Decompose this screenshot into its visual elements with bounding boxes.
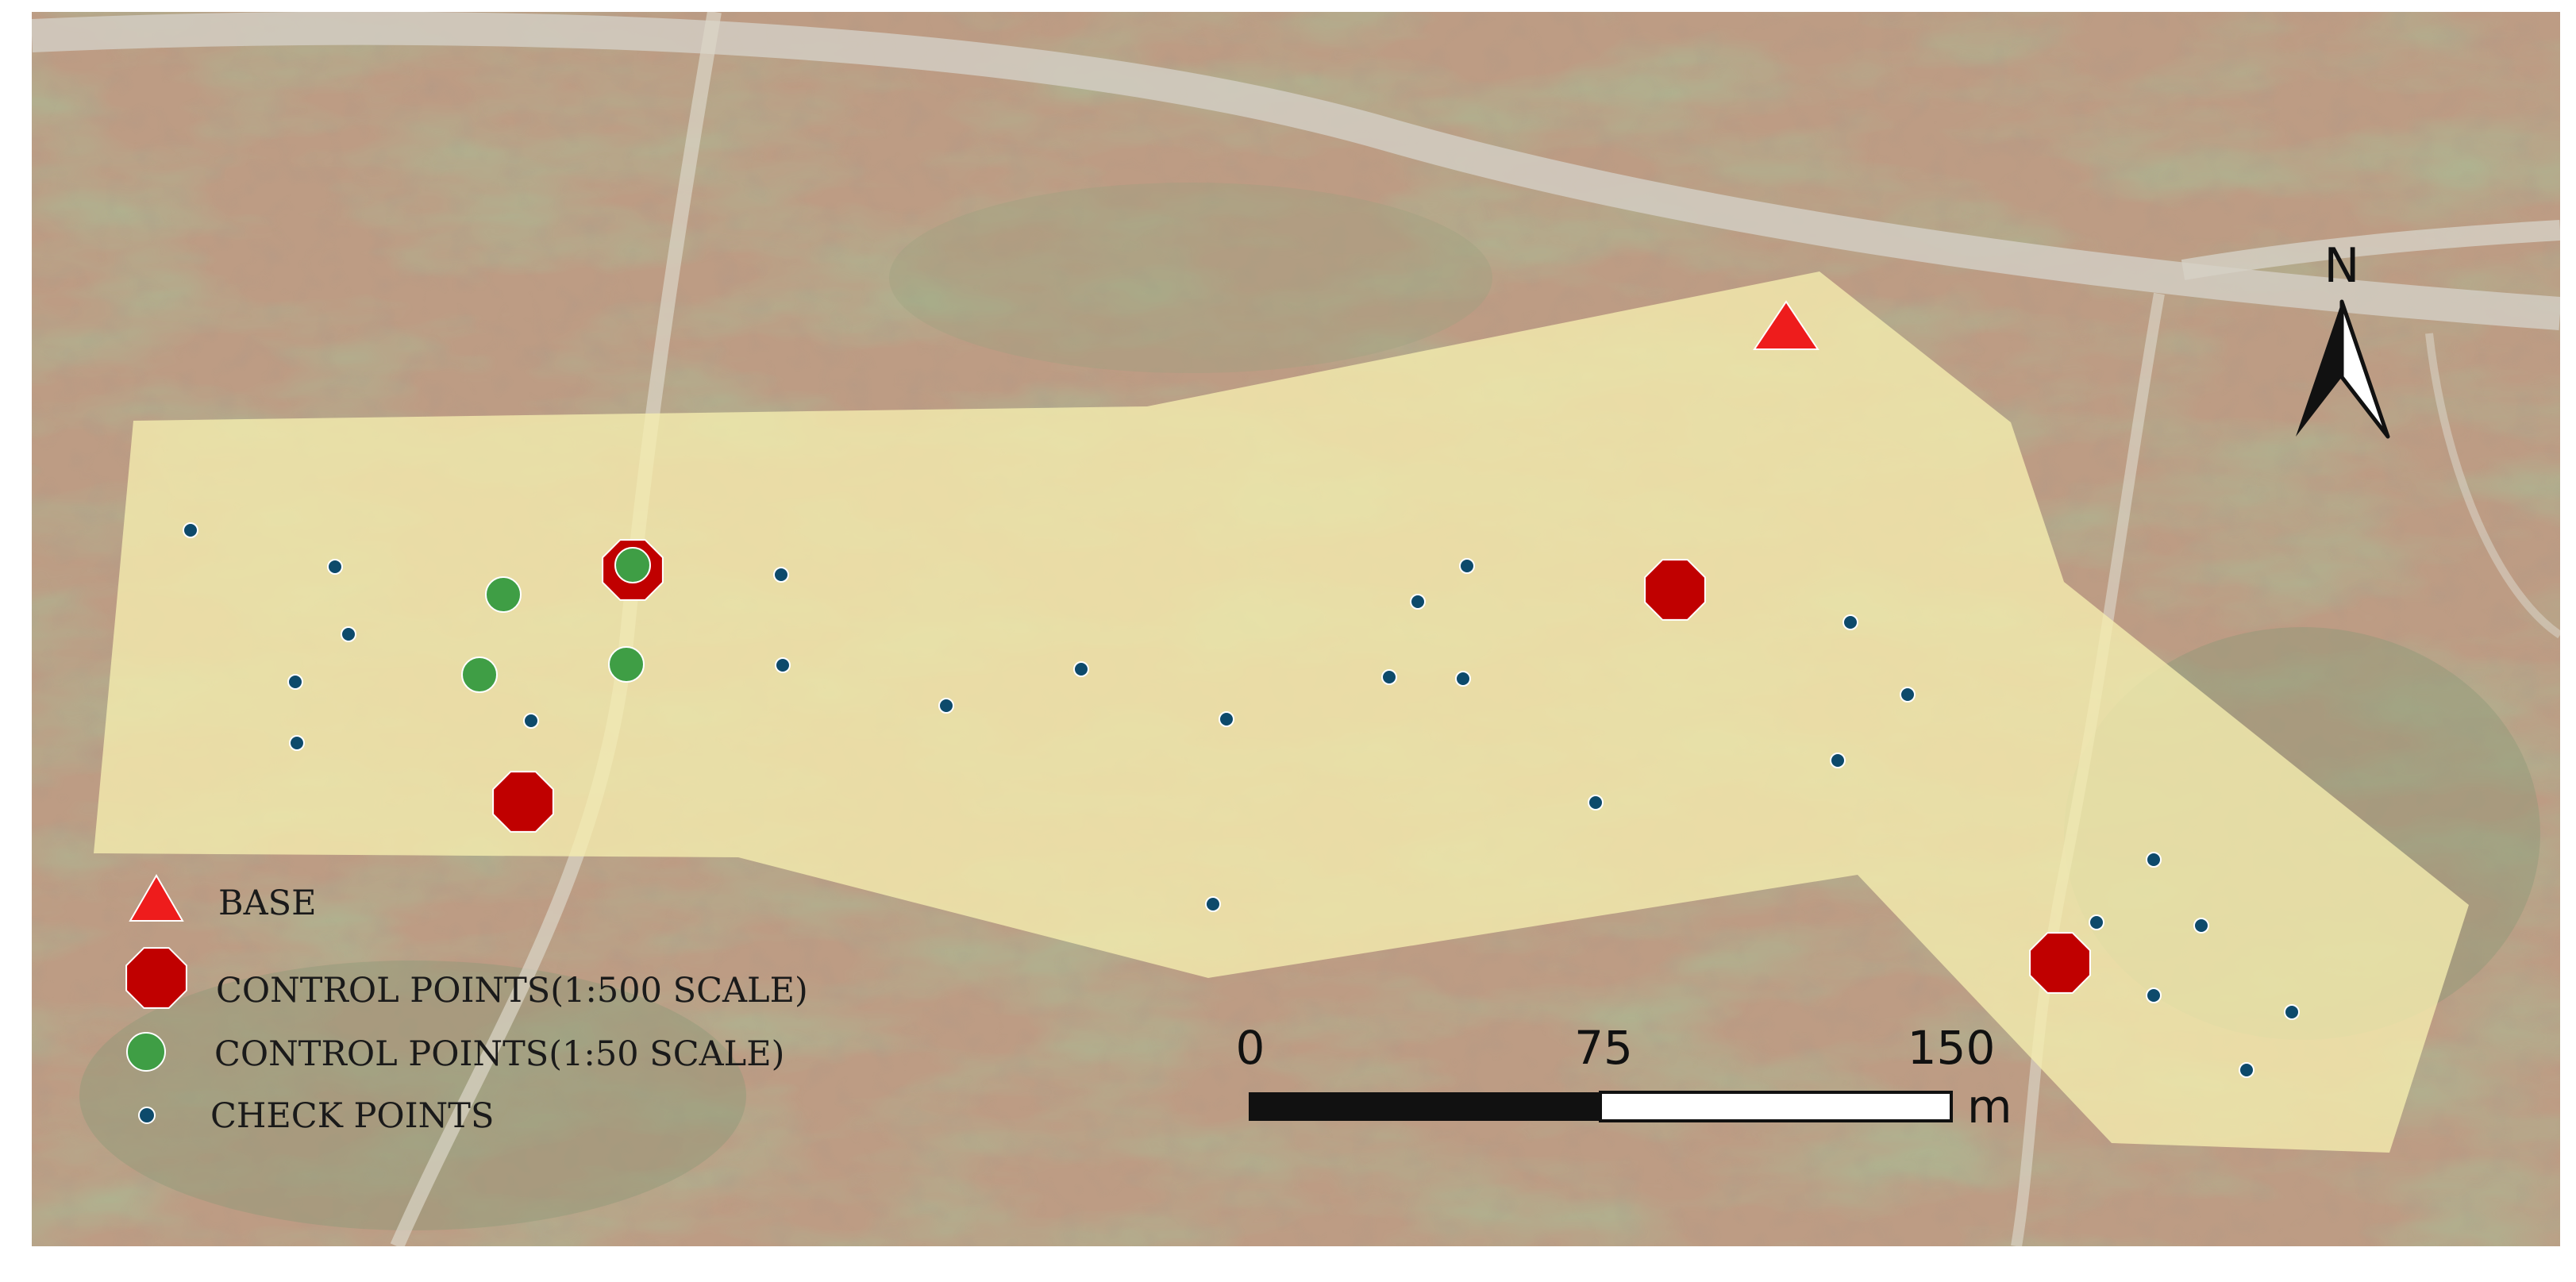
- check-point: [775, 657, 791, 673]
- check-point: [1842, 614, 1858, 630]
- check-point: [1219, 711, 1234, 727]
- scale-tick-label-150: 150: [1908, 1021, 1996, 1075]
- north-arrow: N: [2296, 238, 2390, 439]
- legend-label-check-points: CHECK POINTS: [210, 1096, 494, 1136]
- control-point-1-500: [2029, 932, 2091, 994]
- legend-label-base: BASE: [218, 884, 317, 923]
- control-point-1-50: [461, 656, 498, 693]
- north-arrow-icon-left: [2296, 302, 2342, 437]
- scale-tick-label-75: 75: [1574, 1021, 1633, 1075]
- check-point: [2146, 852, 2162, 868]
- check-point: [773, 567, 789, 583]
- check-point: [2239, 1062, 2254, 1078]
- check-point: [2193, 918, 2209, 934]
- check-point: [1381, 669, 1397, 685]
- scale-bar: 0 75 150 m: [1236, 1021, 2012, 1134]
- check-point: [938, 698, 954, 714]
- check-point: [287, 674, 303, 690]
- check-point: [341, 626, 356, 642]
- control-point-1-500: [492, 771, 554, 833]
- check-point: [1830, 753, 1846, 768]
- check-points-layer: [183, 522, 2300, 1078]
- check-point: [523, 713, 539, 729]
- check-point: [1205, 896, 1221, 912]
- control-point-1-50: [614, 547, 651, 583]
- check-point: [183, 522, 198, 538]
- blue-dot-icon: [138, 1107, 156, 1124]
- check-point: [2089, 914, 2104, 930]
- check-point: [2284, 1004, 2300, 1020]
- road: [32, 12, 2560, 330]
- scale-tick-label-0: 0: [1236, 1021, 1265, 1075]
- check-point: [1459, 558, 1475, 574]
- control-point-1-50: [608, 646, 645, 683]
- scale-bar-filled-segment: [1249, 1092, 1600, 1121]
- check-point: [1455, 671, 1471, 687]
- study-area-polygon: [94, 271, 2469, 1153]
- legend: BASE CONTROL POINTS(1:500 SCALE) CONTROL…: [125, 874, 808, 1136]
- red-triangle-icon: [129, 874, 184, 922]
- check-point: [1588, 795, 1604, 810]
- base-marker: [1753, 300, 1819, 350]
- red-octagon-icon-shape: [125, 947, 187, 1009]
- legend-label-control-points-500: CONTROL POINTS(1:500 SCALE): [216, 971, 808, 1011]
- north-arrow-icon-right: [2339, 299, 2390, 439]
- check-point: [2146, 987, 2162, 1003]
- check-point: [327, 559, 343, 575]
- scale-bar-empty-segment: [1599, 1091, 1953, 1122]
- red-octagon-icon: [125, 947, 187, 1009]
- check-point: [289, 735, 305, 751]
- control-points-1-50-layer: [461, 547, 651, 693]
- scale-unit-label: m: [1967, 1080, 2012, 1134]
- north-label: N: [2324, 238, 2360, 294]
- green-circle-icon: [126, 1032, 166, 1072]
- legend-label-control-points-50: CONTROL POINTS(1:50 SCALE): [214, 1034, 784, 1074]
- check-point: [1073, 661, 1089, 677]
- control-point-1-50: [485, 576, 522, 613]
- check-point: [1900, 687, 1916, 703]
- check-point: [1410, 594, 1426, 610]
- control-point-1-500: [1644, 559, 1706, 621]
